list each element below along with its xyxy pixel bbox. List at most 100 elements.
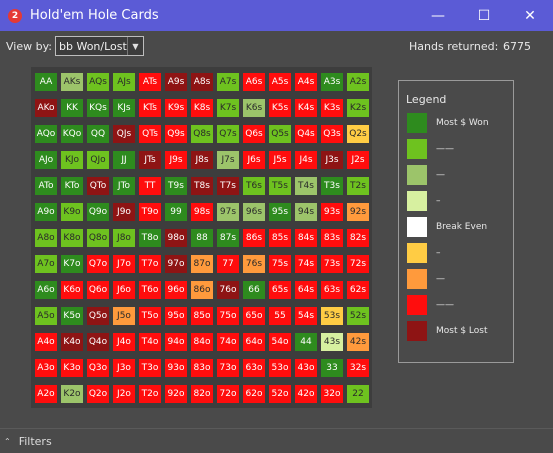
hand-cell[interactable]: 98s <box>191 203 213 221</box>
hand-cell[interactable]: Q9s <box>165 125 187 143</box>
hand-cell[interactable]: AJo <box>35 151 57 169</box>
hand-cell[interactable]: AKs <box>61 73 83 91</box>
hand-cell[interactable]: Q2s <box>347 125 369 143</box>
hand-cell[interactable]: 64o <box>243 333 265 351</box>
hand-cell[interactable]: Q7s <box>217 125 239 143</box>
hand-cell[interactable]: 96s <box>243 203 265 221</box>
hand-cell[interactable]: K3o <box>61 359 83 377</box>
hand-cell[interactable]: 62o <box>243 385 265 403</box>
hand-cell[interactable]: 52o <box>269 385 291 403</box>
hand-cell[interactable]: J4o <box>113 333 135 351</box>
hand-cell[interactable]: KQs <box>87 99 109 117</box>
hand-cell[interactable]: T6s <box>243 177 265 195</box>
hand-cell[interactable]: A6s <box>243 73 265 91</box>
hand-cell[interactable]: 75o <box>217 307 239 325</box>
hand-cell[interactable]: 44 <box>295 333 317 351</box>
hand-cell[interactable]: T4s <box>295 177 317 195</box>
hand-cell[interactable]: 42s <box>347 333 369 351</box>
hand-cell[interactable]: K4o <box>61 333 83 351</box>
hand-cell[interactable]: AKo <box>35 99 57 117</box>
hand-cell[interactable]: K5o <box>61 307 83 325</box>
hand-cell[interactable]: 86o <box>191 281 213 299</box>
chevron-up-icon[interactable]: ⌃ <box>4 436 11 446</box>
hand-cell[interactable]: 32s <box>347 359 369 377</box>
hand-cell[interactable]: KJs <box>113 99 135 117</box>
hand-cell[interactable]: 75s <box>269 255 291 273</box>
hand-cell[interactable]: 87s <box>217 229 239 247</box>
hand-cell[interactable]: 84o <box>191 333 213 351</box>
filters-bar[interactable]: ⌃ Filters <box>0 428 553 453</box>
hand-cell[interactable]: Q8s <box>191 125 213 143</box>
maximize-button[interactable]: ☐ <box>461 0 507 31</box>
hand-cell[interactable]: 66 <box>243 281 265 299</box>
chevron-down-icon[interactable]: ▼ <box>127 37 143 55</box>
hand-cell[interactable]: KTs <box>139 99 161 117</box>
hand-cell[interactable]: K4s <box>295 99 317 117</box>
hand-cell[interactable]: 97o <box>165 255 187 273</box>
hand-cell[interactable]: Q3s <box>321 125 343 143</box>
hand-cell[interactable]: T7o <box>139 255 161 273</box>
hand-cell[interactable]: JJ <box>113 151 135 169</box>
hand-cell[interactable]: J7s <box>217 151 239 169</box>
hand-cell[interactable]: 74s <box>295 255 317 273</box>
hand-cell[interactable]: JTo <box>113 177 135 195</box>
hand-cell[interactable]: J7o <box>113 255 135 273</box>
hand-cell[interactable]: 33 <box>321 359 343 377</box>
hand-cell[interactable]: 87o <box>191 255 213 273</box>
hand-cell[interactable]: A3o <box>35 359 57 377</box>
hand-cell[interactable]: K7o <box>61 255 83 273</box>
hand-cell[interactable]: 54o <box>269 333 291 351</box>
hand-cell[interactable]: T8o <box>139 229 161 247</box>
hand-cell[interactable]: KTo <box>61 177 83 195</box>
hand-cell[interactable]: 93o <box>165 359 187 377</box>
hand-cell[interactable]: 86s <box>243 229 265 247</box>
hand-cell[interactable]: 98o <box>165 229 187 247</box>
hand-cell[interactable]: J2o <box>113 385 135 403</box>
hand-cell[interactable]: A7o <box>35 255 57 273</box>
hand-cell[interactable]: T5o <box>139 307 161 325</box>
hand-cell[interactable]: AJs <box>113 73 135 91</box>
hand-cell[interactable]: 63o <box>243 359 265 377</box>
hand-cell[interactable]: 73o <box>217 359 239 377</box>
hand-cell[interactable]: Q5s <box>269 125 291 143</box>
hand-cell[interactable]: QQ <box>87 125 109 143</box>
hand-cell[interactable]: Q6s <box>243 125 265 143</box>
hand-cell[interactable]: J4s <box>295 151 317 169</box>
hand-cell[interactable]: 65s <box>269 281 291 299</box>
hand-cell[interactable]: 85s <box>269 229 291 247</box>
hand-cell[interactable]: A8o <box>35 229 57 247</box>
hand-cell[interactable]: A4o <box>35 333 57 351</box>
hand-cell[interactable]: 74o <box>217 333 239 351</box>
hand-cell[interactable]: Q4s <box>295 125 317 143</box>
hand-cell[interactable]: Q7o <box>87 255 109 273</box>
hand-cell[interactable]: J8s <box>191 151 213 169</box>
hand-cell[interactable]: AQo <box>35 125 57 143</box>
hand-cell[interactable]: 95o <box>165 307 187 325</box>
hand-cell[interactable]: ATs <box>139 73 161 91</box>
hand-cell[interactable]: 76o <box>217 281 239 299</box>
hand-cell[interactable]: Q5o <box>87 307 109 325</box>
hand-cell[interactable]: J5s <box>269 151 291 169</box>
hand-cell[interactable]: 73s <box>321 255 343 273</box>
hand-cell[interactable]: 53s <box>321 307 343 325</box>
hand-cell[interactable]: A7s <box>217 73 239 91</box>
hand-cell[interactable]: 88 <box>191 229 213 247</box>
hand-cell[interactable]: K3s <box>321 99 343 117</box>
hand-cell[interactable]: 84s <box>295 229 317 247</box>
hand-cell[interactable]: ATo <box>35 177 57 195</box>
hand-cell[interactable]: KQo <box>61 125 83 143</box>
hand-cell[interactable]: 83o <box>191 359 213 377</box>
hand-cell[interactable]: 53o <box>269 359 291 377</box>
hand-cell[interactable]: K2s <box>347 99 369 117</box>
view-by-dropdown[interactable]: bb Won/Lost ▼ <box>55 36 144 56</box>
title-bar[interactable]: 2 Hold'em Hole Cards — ☐ ✕ <box>0 0 553 31</box>
hand-cell[interactable]: 96o <box>165 281 187 299</box>
hand-cell[interactable]: 72s <box>347 255 369 273</box>
close-button[interactable]: ✕ <box>507 0 553 31</box>
hand-cell[interactable]: 82o <box>191 385 213 403</box>
hand-cell[interactable]: K7s <box>217 99 239 117</box>
hand-cell[interactable]: K8s <box>191 99 213 117</box>
hand-cell[interactable]: 94s <box>295 203 317 221</box>
hand-cell[interactable]: 43s <box>321 333 343 351</box>
hand-cell[interactable]: 63s <box>321 281 343 299</box>
